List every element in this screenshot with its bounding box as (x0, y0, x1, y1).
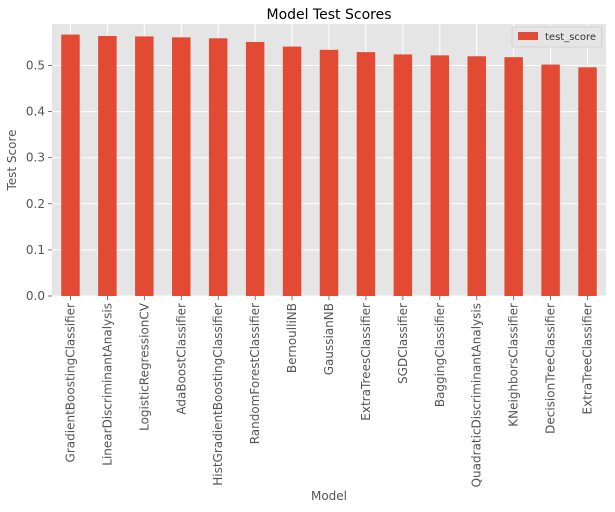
y-tick-label: 0.4 (26, 105, 45, 119)
x-tick-label: KNeighborsClassifier (507, 303, 521, 427)
x-axis-label: Model (311, 489, 347, 503)
bar-kneighborsclassifier (504, 57, 523, 296)
x-tick-label: ExtraTreeClassifier (581, 303, 595, 415)
bar-extratreeclassifier (578, 67, 597, 296)
bar-adaboostclassifier (172, 37, 191, 296)
x-tick-label: RandomForestClassifier (248, 303, 262, 444)
bar-baggingclassifier (430, 55, 450, 296)
x-tick-label: GaussianNB (322, 303, 336, 375)
y-axis-label: Test Score (5, 129, 19, 191)
legend-swatch (518, 32, 538, 40)
legend-label: test_score (545, 32, 596, 43)
x-tick-label: ExtraTreesClassifier (359, 303, 373, 421)
y-tick-label: 0.5 (26, 58, 45, 72)
bar-gaussiannb (319, 49, 339, 296)
bar-extratreesclassifier (356, 52, 376, 296)
legend: test_score (511, 26, 603, 48)
y-tick-label: 0.2 (26, 197, 45, 211)
bar-randomforestclassifier (245, 41, 265, 296)
x-tick-label: AdaBoostClassifier (174, 303, 188, 415)
bar-bernoullinb (282, 46, 302, 297)
y-tick-label: 0.3 (26, 151, 45, 165)
x-tick-label: GradientBoostingClassifier (63, 303, 77, 463)
bar-logisticregressioncv (135, 36, 154, 297)
y-axis-ticks: 0.0 0.1 0.2 0.3 0.4 0.5 (26, 58, 52, 303)
bar-decisiontreeclassifier (541, 64, 560, 296)
x-tick-label: QuadraticDiscriminantAnalysis (470, 303, 484, 487)
x-tick-label: BernoulliNB (285, 303, 299, 373)
x-tick-label: DecisionTreeClassifier (544, 303, 558, 434)
x-tick-label: HistGradientBoostingClassifier (211, 303, 225, 486)
x-tick-label: LogisticRegressionCV (137, 302, 151, 431)
bars (61, 34, 597, 297)
x-tick-label: SGDClassifier (396, 303, 410, 384)
bar-quadraticdiscriminantanalysis (467, 56, 486, 297)
chart-title: Model Test Scores (266, 7, 391, 23)
x-tick-label: LinearDiscriminantAnalysis (100, 303, 114, 466)
bar-histgradientboostingclassifier (208, 38, 228, 296)
bar-lineardiscriminantanalysis (98, 35, 117, 296)
x-axis-ticks: GradientBoostingClassifier LinearDiscrimi… (63, 296, 595, 487)
y-tick-label: 0.1 (26, 243, 45, 257)
bar-gradientboostingclassifier (61, 34, 80, 296)
bar-sgdclassifier (393, 54, 413, 296)
x-tick-label: BaggingClassifier (433, 303, 447, 407)
y-tick-label: 0.0 (26, 289, 45, 303)
